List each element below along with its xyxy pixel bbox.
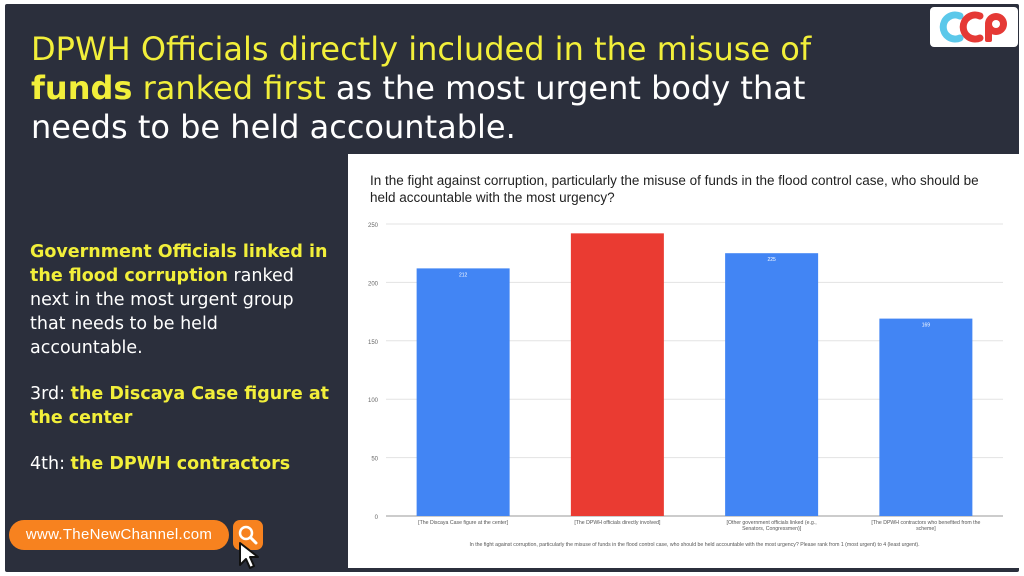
- rank-3-prefix: 3rd:: [30, 384, 71, 404]
- bar: [416, 268, 510, 516]
- y-tick-label: 150: [368, 340, 379, 346]
- bar: [725, 253, 819, 516]
- x-tick-label: [The DPWH contractors who benefited from…: [871, 520, 980, 532]
- y-tick-label: 100: [368, 398, 379, 404]
- bar: [879, 318, 973, 516]
- data-label: 225: [767, 257, 776, 263]
- side-paragraph-3: 4th: the DPWH contractors: [30, 452, 330, 476]
- search-button[interactable]: [233, 520, 263, 550]
- search-icon: [238, 525, 258, 545]
- x-tick-label: [The DPWH officials directly involved]: [574, 520, 661, 526]
- headline-highlight-2: funds: [31, 69, 133, 107]
- headline-highlight-3: ranked first: [132, 69, 326, 107]
- headline-rest: as the most urgent body that needs to be…: [31, 69, 806, 146]
- website-link[interactable]: www.TheNewChannel.com: [9, 520, 229, 550]
- slide-panel: DPWH Officials directly included in the …: [5, 4, 1022, 572]
- rank-4-prefix: 4th:: [30, 454, 71, 474]
- chart-title: In the fight against corruption, particu…: [370, 173, 979, 205]
- x-tick-label: [The Discaya Case figure at the center]: [418, 520, 509, 526]
- side-paragraph-2: 3rd: the Discaya Case figure at the cent…: [30, 382, 330, 430]
- x-axis-title: In the fight against corruption, particu…: [469, 542, 919, 548]
- channel-logo: [930, 7, 1018, 47]
- side-text-1: ranked next in the most urgent group tha…: [30, 266, 294, 358]
- rank-3-text: the Discaya Case figure at the center: [30, 384, 330, 428]
- side-paragraph-1: Government Officials linked in the flood…: [30, 240, 330, 360]
- y-tick-label: 50: [371, 457, 378, 463]
- data-label: 212: [459, 272, 468, 278]
- data-label: 169: [922, 323, 931, 329]
- cursor-icon: [239, 542, 259, 569]
- y-tick-label: 0: [375, 515, 379, 521]
- bar: [570, 233, 664, 516]
- chart-card: 0 50 100 150 200 250 212 [The Discaya Case figu…: [348, 154, 1022, 568]
- y-tick-label: 200: [368, 281, 379, 287]
- bar-chart: 0 50 100 150 200 250 212 [The Discaya Case figu…: [368, 223, 1003, 548]
- side-highlight-1: Government Officials linked in the flood…: [30, 242, 328, 286]
- x-tick-label: [Other government officials linked (e.g.…: [727, 520, 817, 532]
- headline-highlight-1: DPWH Officials directly included in the …: [31, 30, 812, 68]
- headline: DPWH Officials directly included in the …: [31, 30, 911, 147]
- side-summary: Government Officials linked in the flood…: [30, 240, 330, 498]
- rank-4-text: the DPWH contractors: [70, 454, 291, 474]
- y-tick-label: 250: [368, 223, 379, 229]
